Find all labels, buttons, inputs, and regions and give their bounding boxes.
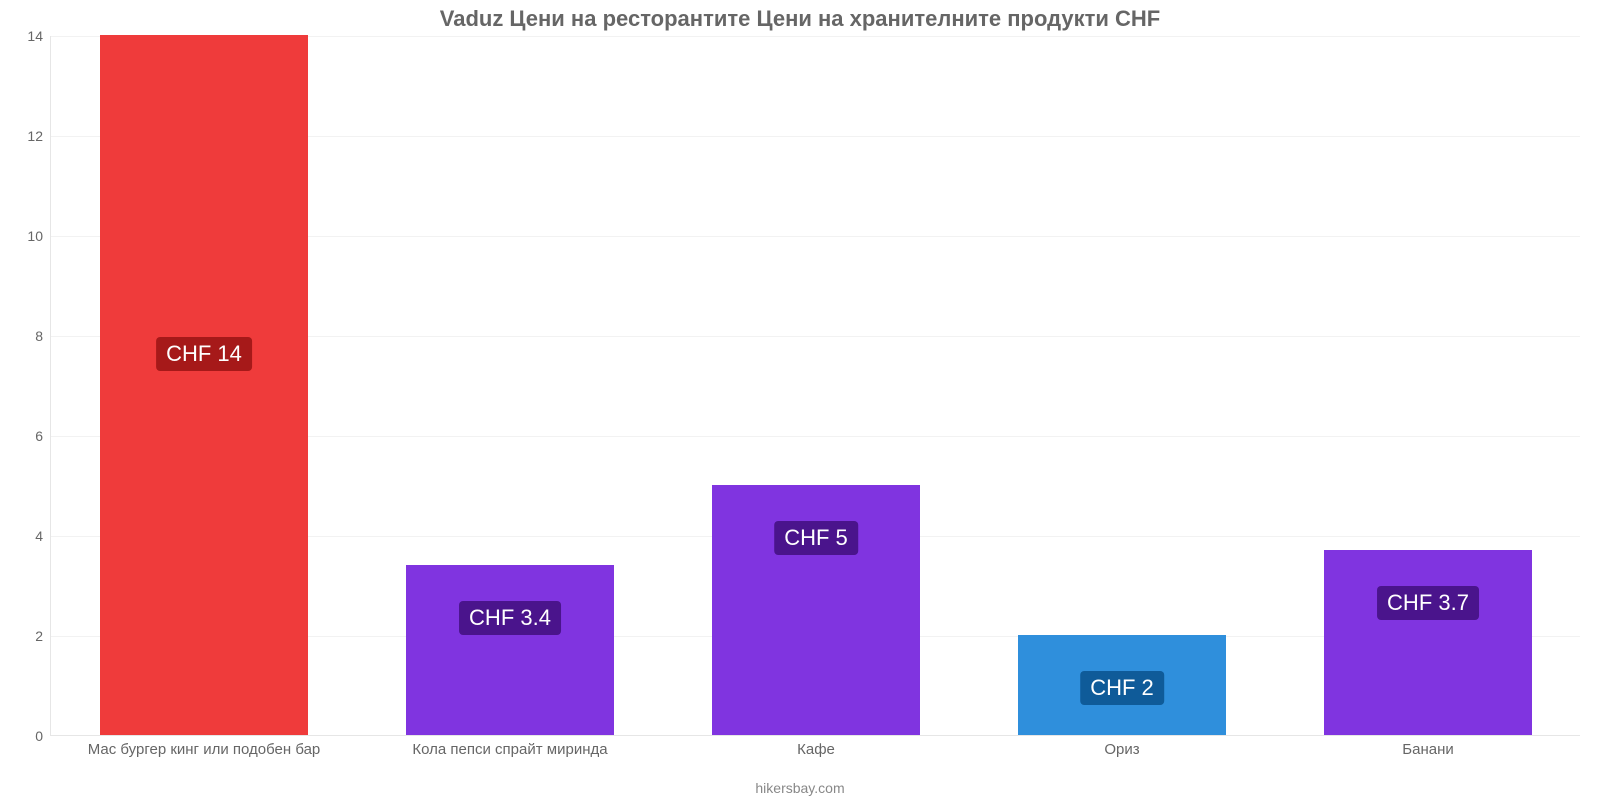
- y-axis-tick: 0: [35, 728, 51, 744]
- bar-value-label: CHF 14: [156, 337, 252, 371]
- bar: [406, 565, 614, 735]
- y-axis-tick: 6: [35, 428, 51, 444]
- bar: [100, 35, 308, 735]
- x-axis-label: Мас бургер кинг или подобен бар: [88, 735, 321, 758]
- x-axis-label: Ориз: [1104, 735, 1139, 758]
- plot-area: 02468101214CHF 14Мас бургер кинг или под…: [50, 36, 1580, 736]
- chart-title: Vaduz Цени на ресторантите Цени на храни…: [0, 6, 1600, 32]
- bar-value-label: CHF 3.4: [459, 601, 561, 635]
- y-axis-tick: 12: [27, 128, 51, 144]
- y-axis-tick: 4: [35, 528, 51, 544]
- credit-text: hikersbay.com: [0, 780, 1600, 796]
- y-axis-tick: 14: [27, 28, 51, 44]
- bar-value-label: CHF 3.7: [1377, 586, 1479, 620]
- y-axis-tick: 8: [35, 328, 51, 344]
- bar-value-label: CHF 5: [774, 521, 858, 555]
- x-axis-label: Кафе: [797, 735, 835, 758]
- price-bar-chart: Vaduz Цени на ресторантите Цени на храни…: [0, 0, 1600, 800]
- bar: [1324, 550, 1532, 735]
- y-axis-tick: 10: [27, 228, 51, 244]
- bar-value-label: CHF 2: [1080, 671, 1164, 705]
- x-axis-label: Кола пепси спрайт миринда: [412, 735, 607, 758]
- y-axis-tick: 2: [35, 628, 51, 644]
- x-axis-label: Банани: [1402, 735, 1453, 758]
